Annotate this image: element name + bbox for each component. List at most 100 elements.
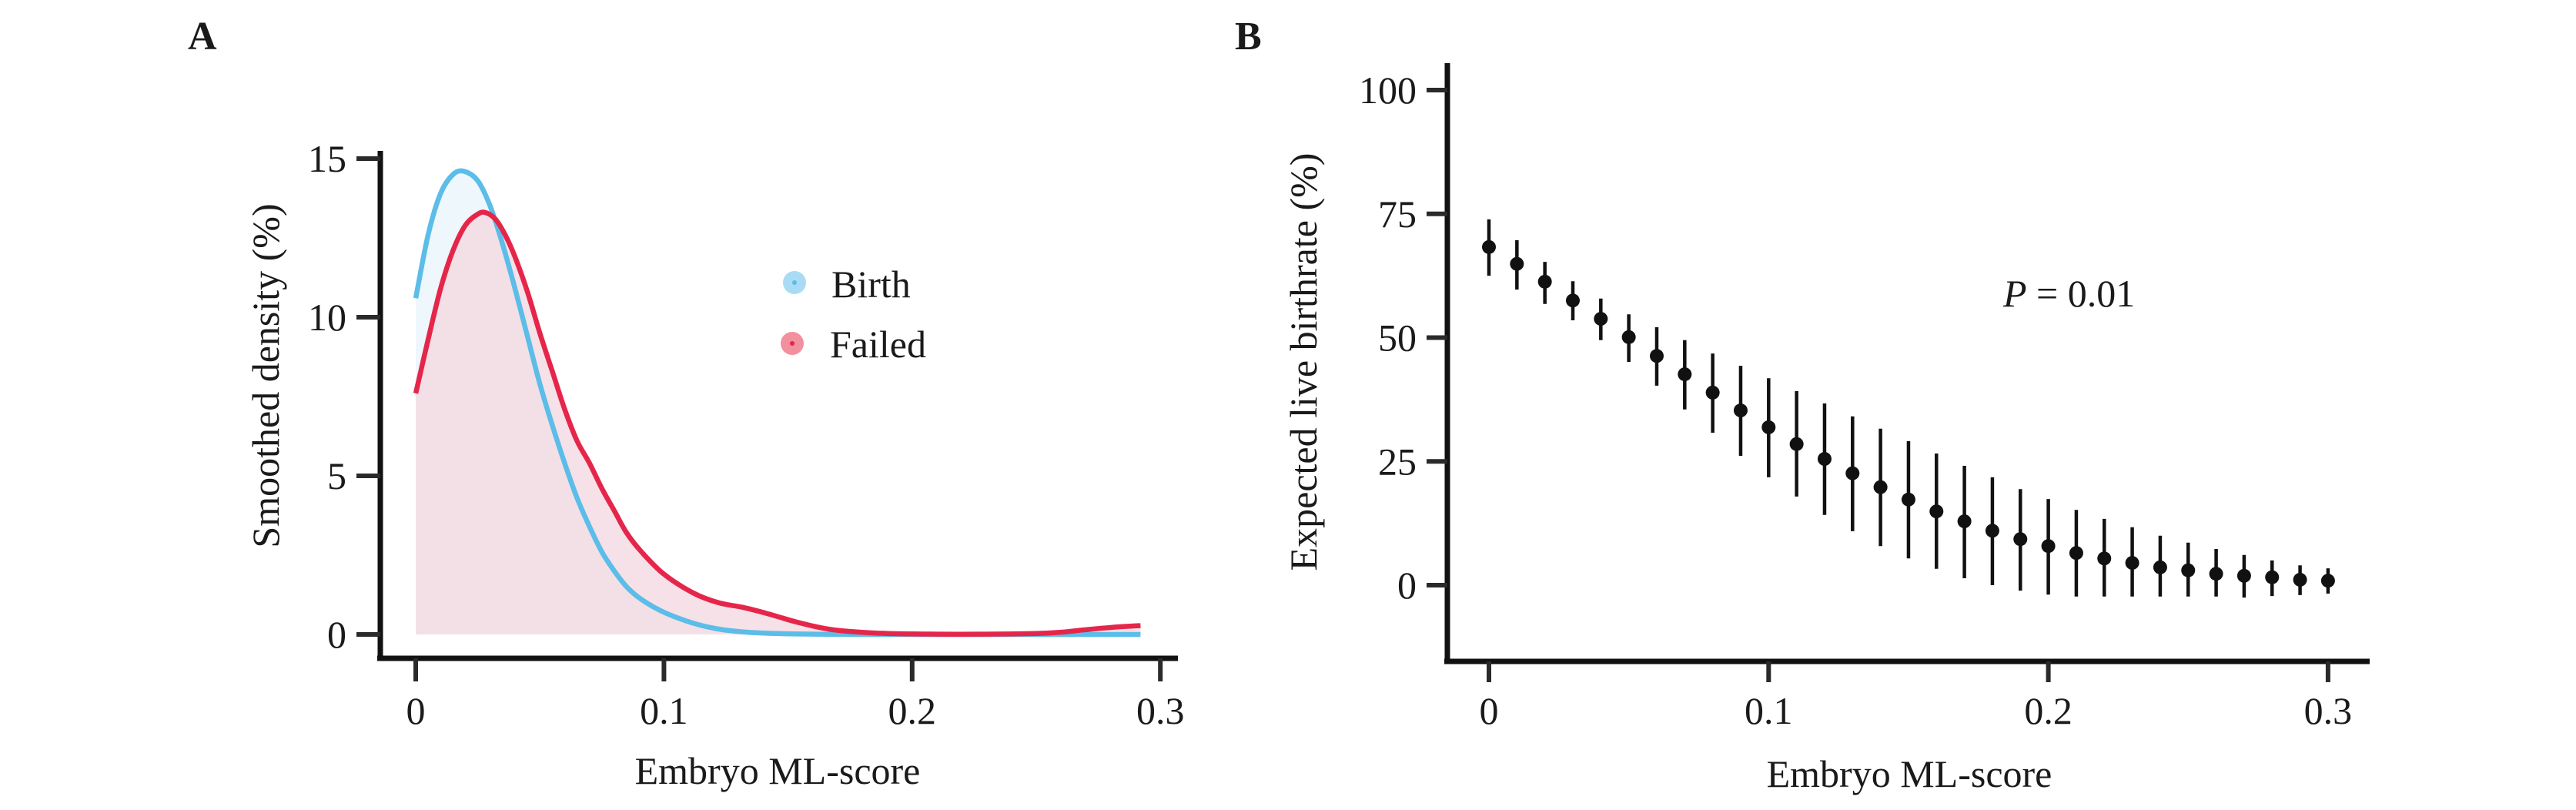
data-point — [1678, 367, 1692, 382]
y-axis-title: Expected live birthrate (%) — [1282, 153, 1325, 571]
data-point-group — [1482, 219, 1496, 276]
x-tick-label: 0.3 — [1136, 689, 1185, 732]
density-fill-failed — [416, 212, 1141, 634]
legend-marker-birth-center — [792, 280, 797, 285]
data-point — [1594, 312, 1608, 326]
data-point-group — [1537, 262, 1552, 304]
data-point — [1929, 504, 1944, 519]
data-point — [1761, 420, 1776, 434]
data-point-group — [2265, 560, 2280, 597]
x-tick-label: 0.2 — [2024, 689, 2073, 732]
x-axis-title: Embryo ML-score — [635, 749, 921, 792]
p-symbol: P — [2002, 272, 2027, 315]
data-point-group — [2181, 542, 2196, 597]
data-point — [1985, 524, 1999, 538]
data-point-group — [1705, 353, 1720, 433]
data-point-group — [2097, 518, 2112, 597]
data-point — [2069, 546, 2083, 561]
panel-a: A 0 5 10 15 0 0.1 0.2 0.3 Smoothed density (%)… — [188, 15, 1184, 792]
y-tick-label: 0 — [327, 613, 346, 656]
data-point — [1901, 492, 1915, 507]
data-point-group — [1565, 281, 1580, 320]
x-axis-title: Embryo ML-score — [1767, 752, 2052, 795]
data-point — [2209, 567, 2223, 581]
data-point-group — [1817, 403, 1832, 515]
data-point — [2013, 532, 2028, 547]
data-point — [1482, 239, 1496, 254]
x-tick-label: 0.1 — [1745, 689, 1793, 732]
y-tick-label: 25 — [1378, 440, 1417, 483]
data-point — [1957, 514, 1972, 529]
data-point-group — [1845, 416, 1860, 531]
data-point-group — [2041, 499, 2056, 595]
data-point — [1873, 480, 1888, 494]
data-point — [1845, 466, 1860, 480]
panel-label-b: B — [1235, 15, 1262, 59]
legend-item-birth: Birth — [783, 263, 911, 306]
y-tick-label: 50 — [1378, 316, 1417, 360]
data-point — [2236, 568, 2251, 583]
x-tick-label: 0 — [1480, 689, 1499, 732]
data-point — [1789, 437, 1804, 451]
data-point — [2125, 556, 2139, 571]
data-point — [2097, 551, 2112, 566]
data-point — [2041, 539, 2056, 554]
data-point-group — [2293, 565, 2307, 595]
y-tick-label: 10 — [308, 296, 346, 339]
data-point-group — [1873, 428, 1888, 547]
y-tick-label: 0 — [1397, 564, 1417, 607]
y-tick-label: 75 — [1378, 192, 1417, 236]
data-point-group — [1678, 340, 1692, 410]
data-point-group — [1901, 440, 1915, 559]
panel-b: B 0 25 50 75 100 0 0.1 0.2 0.3 Expected live bi… — [1235, 15, 2370, 795]
data-point — [1565, 293, 1580, 308]
x-tick-label: 0 — [406, 689, 426, 732]
x-tick-label: 0.1 — [640, 689, 688, 732]
x-ticks: 0 0.1 0.2 0.3 — [406, 658, 1185, 732]
density-line-failed — [413, 209, 1141, 637]
legend-item-failed: Failed — [781, 323, 926, 366]
data-point — [1621, 330, 1636, 344]
y-tick-label: 100 — [1359, 69, 1417, 112]
data-point — [1705, 385, 1720, 400]
data-point-group — [1649, 326, 1664, 386]
y-tick-label: 5 — [327, 454, 346, 497]
data-point-group — [2320, 568, 2335, 594]
data-point-group — [1733, 366, 1748, 457]
data-point-group — [1985, 477, 1999, 585]
data-point — [1510, 256, 1524, 271]
p-value-annotation: P = 0.01 — [2002, 272, 2135, 315]
data-point — [2181, 563, 2196, 577]
data-point — [2265, 570, 2280, 584]
data-point — [2320, 574, 2335, 588]
data-point-group — [1957, 466, 1972, 578]
p-value: = 0.01 — [2027, 272, 2136, 315]
data-point-group — [2069, 510, 2083, 597]
data-point — [2153, 560, 2167, 574]
data-point-group — [2125, 527, 2139, 597]
density-lines — [413, 168, 1141, 638]
data-point — [2293, 572, 2307, 587]
x-tick-label: 0.3 — [2304, 689, 2353, 732]
y-axis-title: Smoothed density (%) — [244, 203, 287, 547]
data-point-group — [2236, 554, 2251, 598]
data-point-group — [1621, 314, 1636, 363]
data-point-group — [1510, 239, 1524, 290]
y-tick-label: 15 — [308, 137, 346, 180]
data-point-group — [1789, 390, 1804, 497]
data-point-group — [2209, 549, 2223, 597]
data-point — [1817, 452, 1832, 467]
data-point-group — [1761, 378, 1776, 477]
legend-label-failed: Failed — [830, 323, 926, 366]
legend: Birth Failed — [781, 263, 926, 366]
data-point-group — [1929, 453, 1944, 569]
data-point — [1537, 274, 1552, 289]
data-point-group — [2013, 489, 2028, 591]
y-ticks: 0 25 50 75 100 — [1359, 69, 1447, 607]
data-point-group — [2153, 535, 2167, 597]
data-point — [1733, 403, 1748, 418]
density-fills — [416, 170, 1141, 635]
x-tick-label: 0.2 — [888, 689, 937, 732]
x-ticks: 0 0.1 0.2 0.3 — [1480, 661, 2353, 732]
